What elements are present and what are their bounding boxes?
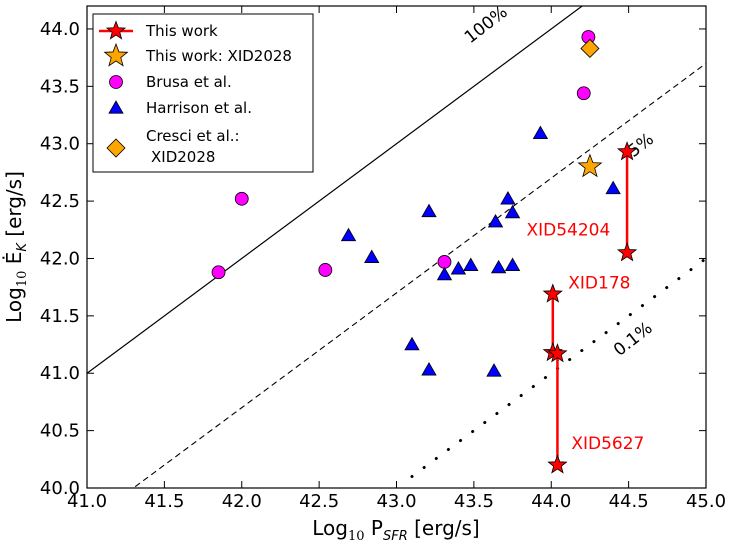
harrison-et-al-marker xyxy=(463,257,479,272)
annotation-xid178: XID178 xyxy=(568,273,630,293)
star-marker-low xyxy=(547,454,568,474)
x-tick-label: 41.0 xyxy=(67,491,107,512)
y-tick-label: 41.5 xyxy=(40,306,80,327)
reference-line-5pct xyxy=(132,62,706,488)
x-tick-label: 42.5 xyxy=(299,491,339,512)
legend-label: This work xyxy=(145,22,218,40)
harrison-et-al-marker xyxy=(404,336,420,351)
harrison-et-al-marker xyxy=(605,180,621,195)
legend-circle-icon xyxy=(109,75,123,89)
harrison-et-al-marker xyxy=(486,363,502,377)
x-tick-label: 41.5 xyxy=(144,491,184,512)
harrison-et-al-marker xyxy=(364,249,380,263)
annotation-xid5627: XID5627 xyxy=(571,434,644,454)
legend-entry-harrison-et-al: Harrison et al. xyxy=(108,99,252,117)
brusa-et-al-marker xyxy=(234,191,249,206)
reference-line-0-1pct xyxy=(410,256,706,479)
legend-label: This work: XID2028 xyxy=(145,47,292,65)
brusa-et-al-marker xyxy=(318,263,333,277)
harrison-et-al-marker xyxy=(532,125,549,140)
harrison-et-al-marker xyxy=(490,259,507,274)
legend-entry-brusa-et-al: Brusa et al. xyxy=(109,73,232,91)
star-marker-high xyxy=(542,283,563,303)
reference-lines xyxy=(87,6,706,488)
x-tick-label: 43.5 xyxy=(454,491,494,512)
cresci-et-al-xid2028-marker xyxy=(580,38,600,59)
reference-line-100pct xyxy=(87,6,584,374)
harrison-et-al-marker xyxy=(487,213,504,228)
x-tick-label: 43.0 xyxy=(376,491,416,512)
y-tick-label: 40.5 xyxy=(40,421,80,442)
y-tick-label: 41.0 xyxy=(40,363,80,384)
harrison-et-al-marker xyxy=(450,260,467,275)
legend-label: Brusa et al. xyxy=(146,73,232,91)
legend-diamond-icon xyxy=(106,138,126,158)
y-tick-label: 43.5 xyxy=(40,76,80,97)
star-marker-high xyxy=(547,343,568,363)
y-axis-label: Log10 ĖK [erg/s] xyxy=(2,171,30,323)
brusa-et-al-marker xyxy=(576,86,591,101)
legend-box xyxy=(92,13,314,173)
star-marker-high xyxy=(616,141,638,161)
y-tick-label: 42.5 xyxy=(40,191,80,212)
harrison-et-al-marker xyxy=(504,257,521,272)
brusa-et-al-marker xyxy=(437,255,452,269)
legend-label-line2: XID2028 xyxy=(151,148,215,166)
legend-triangle-icon xyxy=(108,100,124,114)
y-tick-label: 40.0 xyxy=(40,478,80,499)
star-marker-low xyxy=(616,242,638,262)
data-markers xyxy=(211,30,638,474)
y-tick-label: 42.0 xyxy=(40,248,80,269)
x-tick-label: 44.0 xyxy=(531,491,571,512)
legend-star-icon xyxy=(103,42,129,67)
legend-label: Cresci et al.: xyxy=(146,127,240,145)
legend-label: Harrison et al. xyxy=(146,99,252,117)
this-work-xid54204 xyxy=(616,141,638,262)
harrison-et-al-marker xyxy=(504,204,521,219)
reference-label-0-1pct: 0.1% xyxy=(610,318,656,360)
harrison-et-al-marker xyxy=(436,266,453,281)
legend-star-icon xyxy=(105,20,127,40)
annotation-xid54204: XID54204 xyxy=(526,221,610,241)
reference-label-100pct: 100% xyxy=(461,2,512,48)
legend: This work This work: XID2028 Brusa et al. H… xyxy=(92,13,314,173)
harrison-et-al-marker xyxy=(421,361,437,376)
x-axis-label: Log10 PSFR [erg/s] xyxy=(312,516,479,544)
legend-entry-this-work-xid2028: This work: XID2028 xyxy=(103,42,292,67)
this-work-xid2028-marker xyxy=(577,153,603,178)
harrison-et-al-marker xyxy=(500,190,516,205)
source-annotations: XID54204 XID178 XID5627 xyxy=(526,221,644,454)
x-tick-label: 45.0 xyxy=(686,491,726,512)
legend-entry-this-work: This work xyxy=(99,20,218,40)
y-tick-label: 44.0 xyxy=(40,19,80,40)
harrison-et-al-marker xyxy=(421,203,437,218)
x-tick-label: 42.0 xyxy=(222,491,262,512)
legend-entry-cresci-et-al: Cresci et al.: XID2028 xyxy=(106,127,240,166)
this-work-xid5627 xyxy=(547,343,568,474)
y-tick-label: 43.0 xyxy=(40,134,80,155)
harrison-et-al-marker xyxy=(340,227,357,242)
brusa-et-al-marker xyxy=(211,265,226,280)
x-tick-label: 44.5 xyxy=(609,491,649,512)
